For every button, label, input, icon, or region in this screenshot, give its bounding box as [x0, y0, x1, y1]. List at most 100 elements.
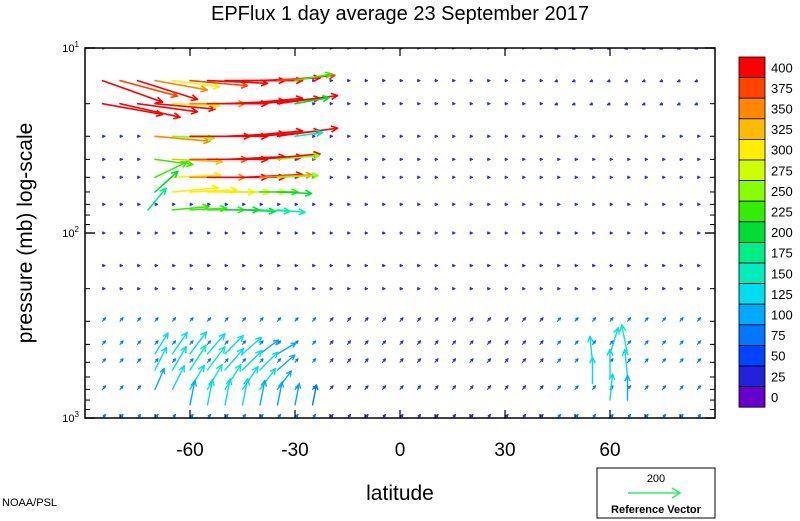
flux-vector — [696, 317, 702, 322]
flux-vector — [311, 263, 316, 268]
flux-vector — [661, 385, 667, 390]
flux-vector — [171, 79, 221, 90]
flux-vector — [189, 202, 194, 207]
flux-vector — [241, 202, 246, 207]
flux-vector — [276, 340, 282, 345]
flux-vector — [539, 134, 544, 139]
colorbar-label: 200 — [771, 225, 793, 240]
colorbar-label: 100 — [771, 308, 793, 323]
flux-vector — [101, 202, 106, 207]
flux-vector — [206, 378, 215, 406]
flux-vector — [644, 340, 649, 345]
flux-vector — [696, 175, 701, 180]
flux-vector — [171, 286, 176, 291]
flux-vector — [609, 202, 614, 207]
chart-title: EPFlux 1 day average 23 September 2017 — [211, 3, 589, 25]
y-axis: 101 102 103 — [62, 40, 715, 425]
flux-vector — [554, 102, 559, 106]
flux-vector — [206, 231, 211, 235]
flux-vector — [434, 175, 439, 180]
flux-vector — [416, 157, 421, 162]
flux-vector — [154, 332, 169, 355]
flux-vector — [329, 340, 334, 345]
flux-vector — [504, 134, 509, 139]
flux-vector — [346, 157, 351, 162]
flux-vector — [619, 324, 629, 355]
flux-vector — [644, 286, 649, 291]
flux-vector — [556, 231, 561, 235]
flux-vector — [399, 134, 404, 139]
flux-vector — [399, 202, 404, 207]
colorbar-swatch — [738, 365, 766, 388]
flux-vector — [294, 129, 324, 138]
vector-field — [101, 48, 702, 418]
reference-vector-box: 200 Reference Vector — [596, 467, 716, 519]
flux-vector — [276, 125, 339, 138]
flux-vector — [521, 385, 527, 390]
flux-vector — [136, 175, 141, 180]
flux-vector — [679, 358, 684, 363]
flux-vector — [224, 340, 229, 345]
flux-vector — [626, 157, 631, 162]
flux-vector — [346, 134, 351, 139]
flux-vector — [416, 101, 421, 106]
flux-vector — [364, 48, 369, 50]
flux-vector — [294, 94, 330, 105]
flux-vector — [469, 78, 474, 83]
colorbar-swatch — [738, 241, 766, 264]
flux-vector — [606, 78, 611, 83]
flux-vector — [171, 263, 176, 268]
flux-vector — [241, 336, 263, 355]
flux-vector — [434, 385, 439, 390]
flux-vector — [556, 385, 562, 390]
flux-vector — [189, 286, 194, 291]
flux-vector — [399, 231, 404, 235]
flux-vector — [469, 358, 474, 363]
colorbar-swatch — [738, 262, 766, 285]
flux-vector — [171, 202, 176, 207]
flux-vector — [486, 101, 491, 106]
flux-vector — [591, 385, 597, 390]
flux-vector — [451, 134, 456, 139]
flux-vector — [661, 202, 666, 207]
flux-vector — [591, 134, 596, 139]
flux-vector — [364, 134, 369, 139]
flux-vector — [154, 346, 168, 371]
colorbar-label: 400 — [771, 60, 793, 75]
flux-vector — [694, 78, 699, 83]
flux-vector — [521, 358, 527, 363]
flux-vector — [381, 263, 386, 268]
flux-vector — [574, 175, 579, 180]
flux-vector — [294, 48, 297, 49]
flux-vector — [539, 358, 544, 363]
flux-vector — [171, 331, 188, 355]
flux-vector — [101, 317, 107, 322]
flux-vector — [346, 286, 351, 291]
flux-vector — [434, 101, 439, 106]
flux-vector — [486, 157, 491, 162]
flux-vector — [101, 48, 106, 50]
flux-vector — [171, 358, 177, 363]
flux-vector — [574, 286, 579, 291]
flux-vector — [451, 340, 457, 345]
flux-vector — [539, 340, 544, 345]
flux-vector — [661, 286, 666, 291]
flux-vector — [329, 48, 334, 50]
flux-vector — [504, 340, 509, 345]
flux-vector — [556, 202, 561, 207]
flux-vector — [136, 102, 199, 115]
flux-vector — [101, 263, 106, 268]
reference-arrow — [628, 487, 682, 499]
flux-vector — [346, 48, 351, 50]
flux-vector — [574, 263, 579, 268]
flux-vector — [259, 202, 264, 207]
flux-vector — [259, 317, 264, 322]
flux-vector — [329, 358, 334, 363]
flux-vector — [469, 175, 474, 180]
flux-vector — [136, 358, 142, 363]
flux-vector — [679, 175, 684, 180]
flux-vector — [539, 78, 544, 83]
flux-vector — [626, 202, 631, 207]
flux-vector — [259, 367, 277, 391]
